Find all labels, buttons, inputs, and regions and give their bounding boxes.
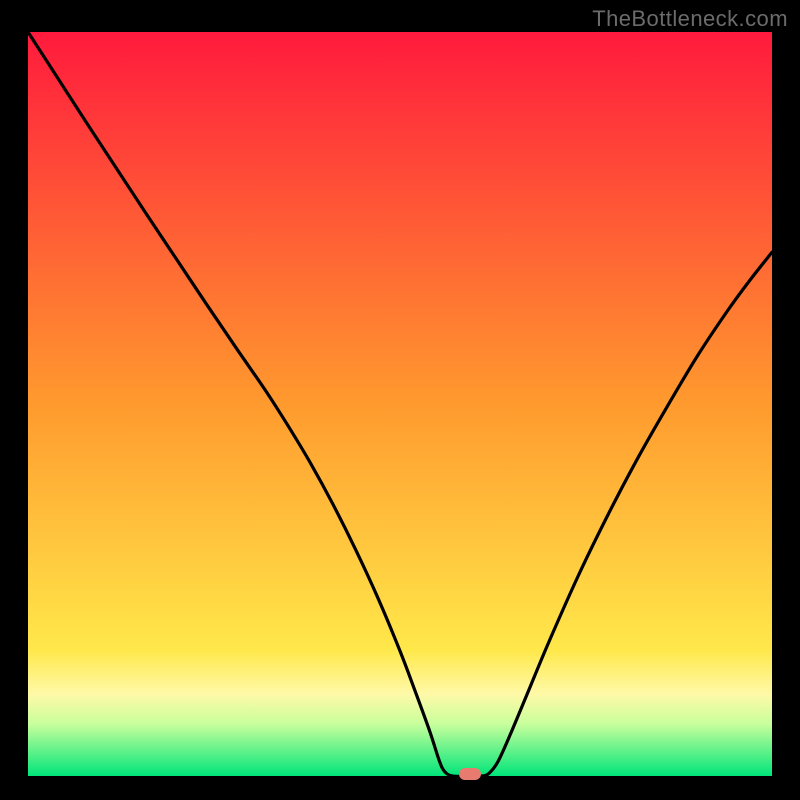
attribution-watermark: TheBottleneck.com <box>592 6 788 32</box>
optimal-marker <box>459 768 481 780</box>
chart-container: { "attribution": { "text": "TheBottlenec… <box>0 0 800 800</box>
plot-gradient-background <box>28 32 772 776</box>
